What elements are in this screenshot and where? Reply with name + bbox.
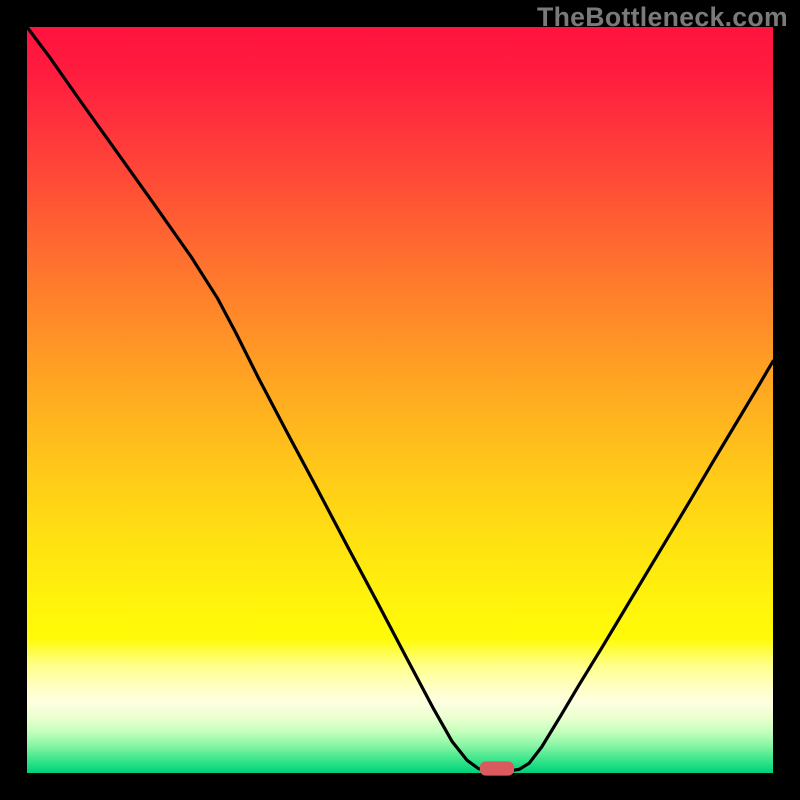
- optimum-marker: [480, 761, 514, 775]
- watermark-text: TheBottleneck.com: [537, 2, 788, 33]
- bottleneck-chart: [0, 0, 800, 800]
- plot-background: [27, 27, 773, 773]
